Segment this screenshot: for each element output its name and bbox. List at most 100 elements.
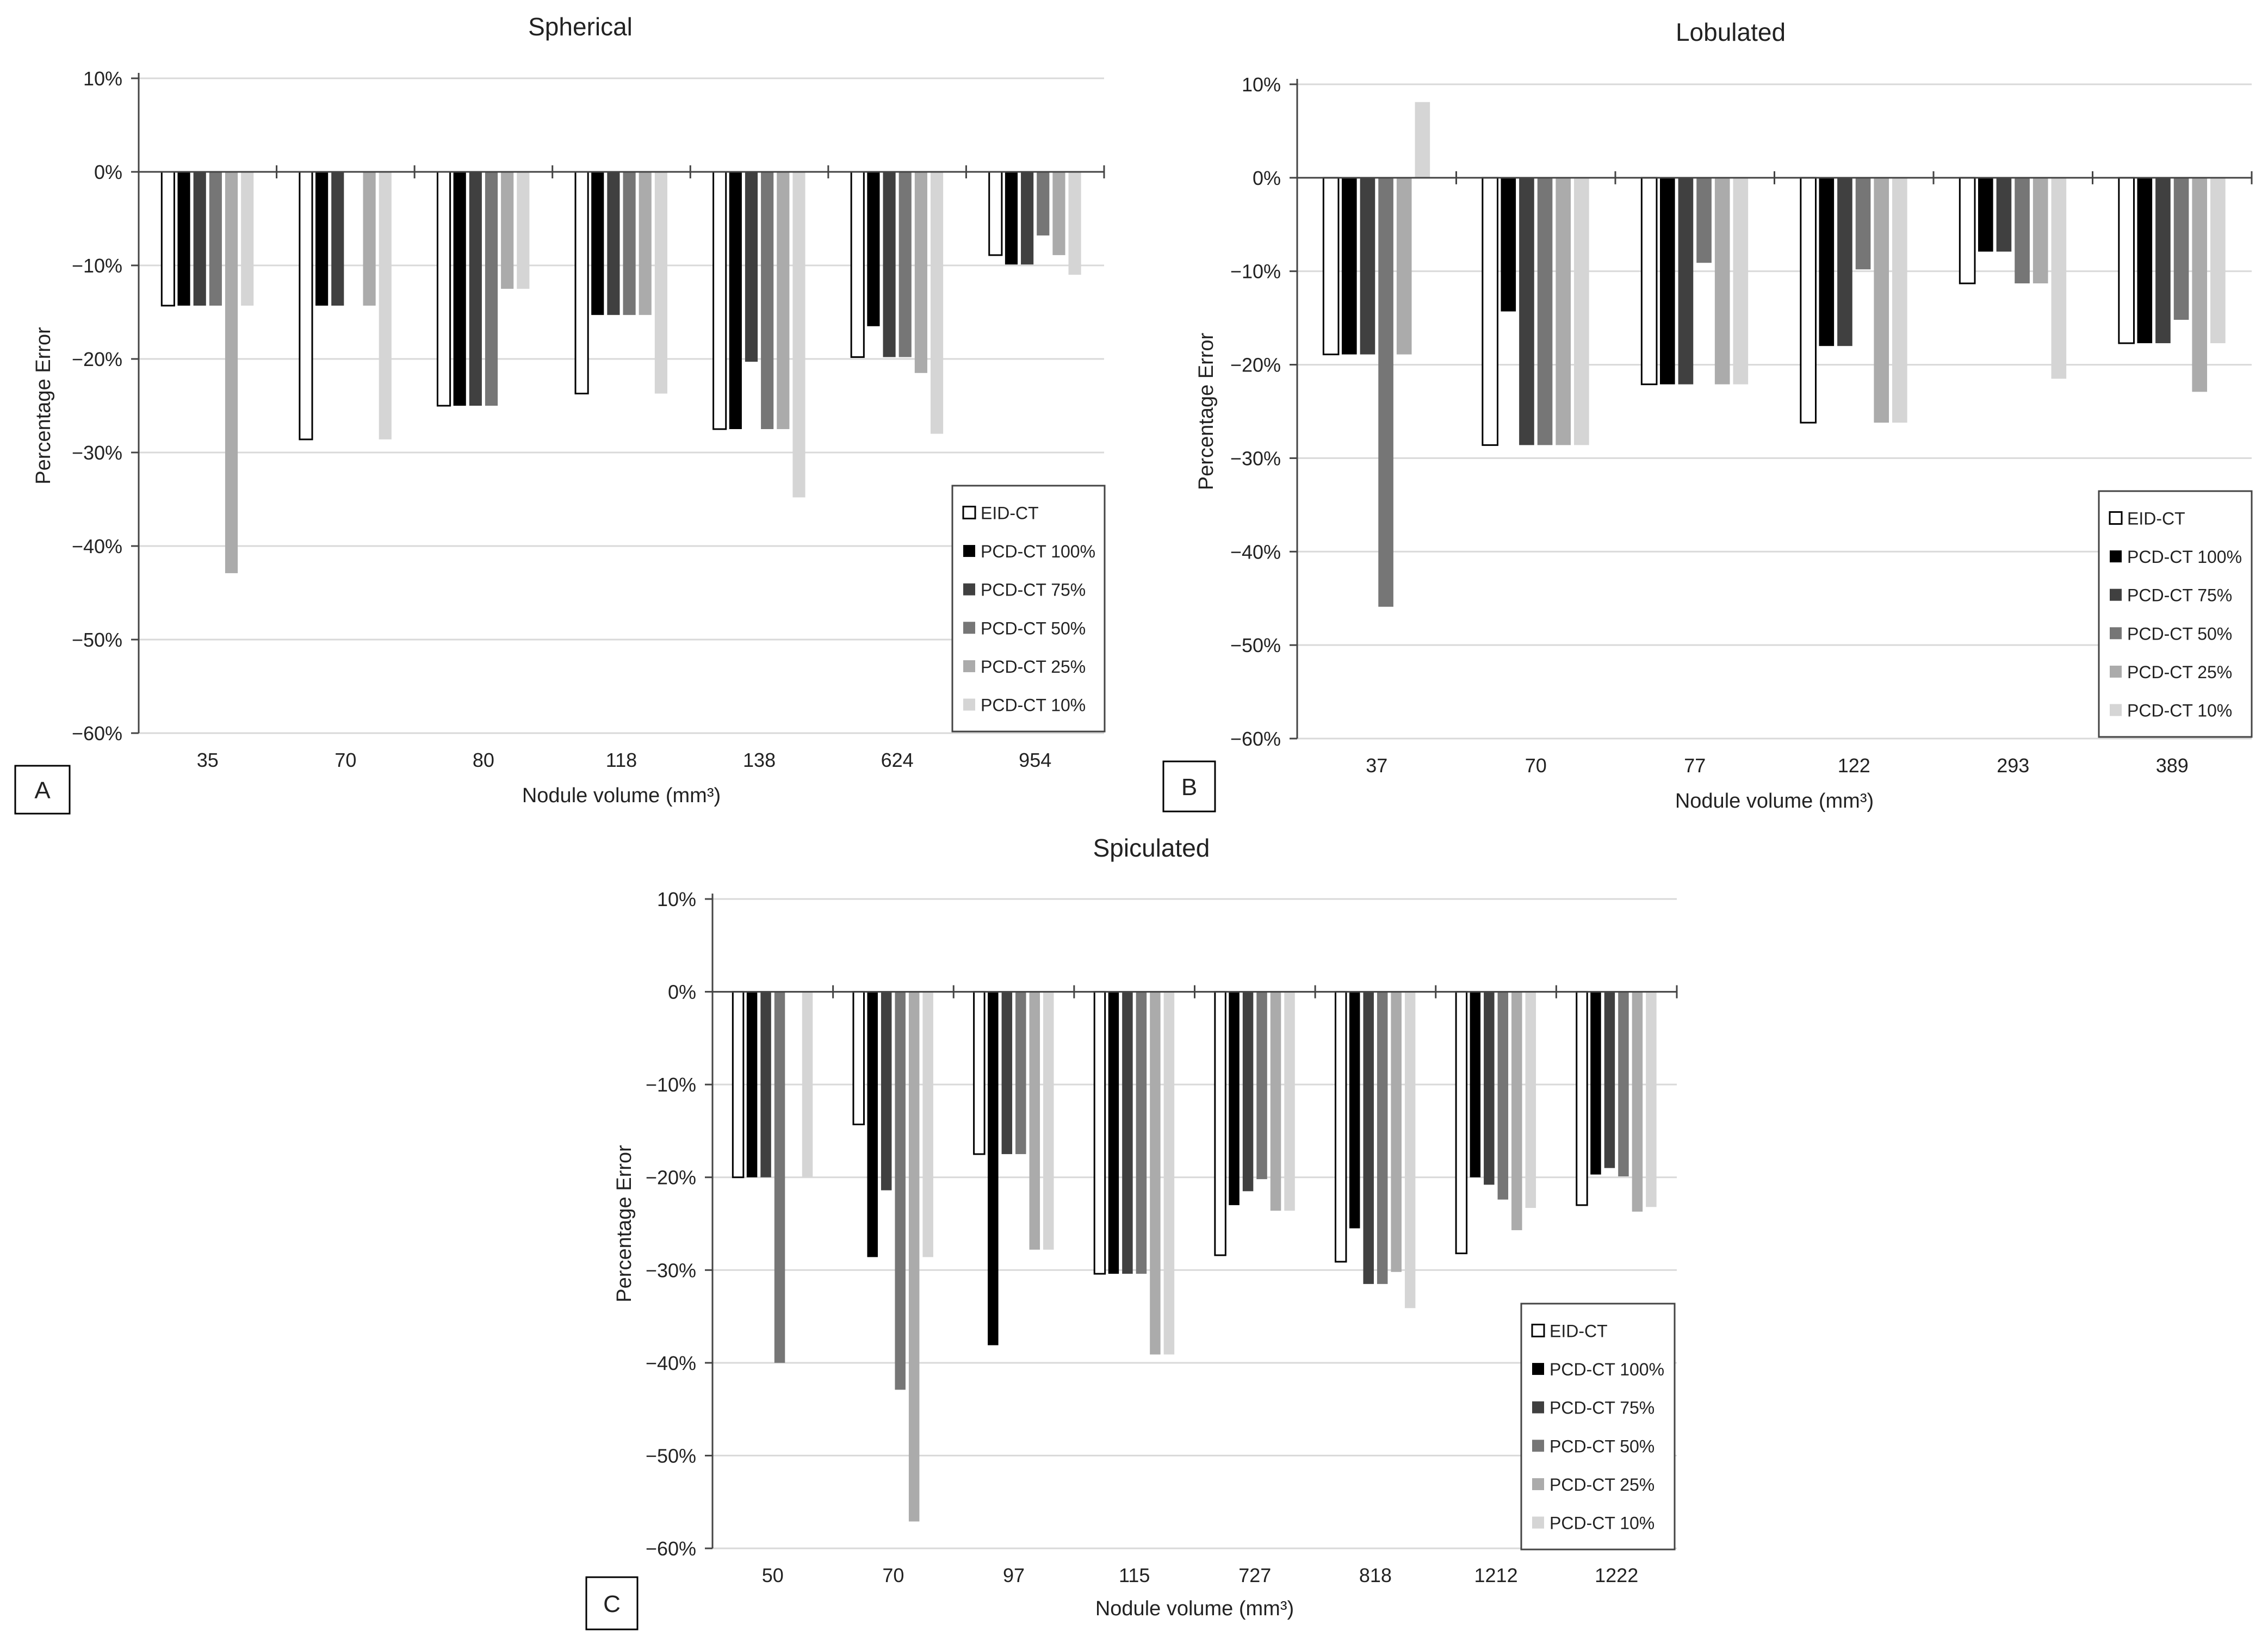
x-tick-label: 293 (1997, 754, 2029, 777)
bar (1497, 991, 1509, 1200)
bar (1037, 172, 1050, 235)
bar (1229, 991, 1240, 1205)
bar (1996, 177, 2012, 252)
bar (1455, 991, 1468, 1255)
bar (777, 172, 790, 429)
bar (1363, 991, 1374, 1284)
bar (1511, 991, 1522, 1230)
legend-label: PCD-CT 100% (1550, 1360, 1664, 1379)
bar (792, 172, 805, 498)
x-tick-label: 37 (1366, 754, 1387, 777)
bar (1360, 177, 1375, 355)
chart-title: Spiculated (1093, 834, 1210, 862)
bar (1093, 991, 1106, 1275)
legend: EID-CT PCD-CT 100% PCD-CT 75% PCD-CT 50% PCD… (2098, 490, 2253, 738)
bar (2137, 177, 2153, 344)
bar (1242, 991, 1254, 1192)
bar (1378, 177, 1393, 607)
y-tick-label: −30% (1230, 447, 1281, 469)
y-tick-label: 10% (1242, 73, 1281, 96)
y-tick-label: −20% (646, 1167, 696, 1189)
legend-label: PCD-CT 25% (1550, 1475, 1654, 1495)
bar (1640, 177, 1658, 386)
legend-label: PCD-CT 75% (981, 580, 1086, 600)
bar (363, 172, 376, 306)
legend-label: PCD-CT 10% (2127, 701, 2232, 721)
bar (1005, 172, 1018, 265)
bar (331, 172, 344, 306)
bar (1519, 177, 1534, 445)
bar (1576, 991, 1588, 1206)
y-tick-label: −50% (72, 629, 122, 651)
bar (881, 991, 892, 1191)
legend-label: PCD-CT 75% (1550, 1398, 1654, 1418)
y-tick-label: −10% (646, 1074, 696, 1096)
panel-label-box (14, 765, 71, 815)
bar (436, 171, 451, 407)
bar (225, 172, 238, 573)
legend-swatch (1531, 1323, 1545, 1337)
x-tick-label: 727 (1238, 1564, 1271, 1586)
bar (2032, 177, 2048, 284)
legend-box (951, 485, 1106, 733)
bar (2173, 177, 2189, 320)
legend-label: PCD-CT 25% (981, 657, 1086, 677)
y-tick-label: −20% (72, 348, 122, 370)
legend-swatch (963, 698, 975, 711)
legend-label: PCD-CT 50% (981, 618, 1086, 638)
x-axis-label: Nodule volume (mm³) (1095, 1597, 1294, 1620)
bar (1618, 991, 1629, 1177)
bar (732, 991, 745, 1179)
bar (802, 991, 813, 1177)
x-tick-label: 70 (1525, 754, 1547, 777)
chart-panel-a: 10% 0% −10% −20% −30% −40% −50% −60% 35 70 80 118 13… (14, 13, 1106, 815)
bar (623, 172, 636, 315)
x-tick-label: 1212 (1474, 1564, 1518, 1586)
bar (1501, 177, 1516, 312)
legend-swatch (2110, 665, 2122, 678)
bar (1029, 991, 1040, 1250)
bar (1150, 991, 1161, 1355)
legend-label: PCD-CT 10% (1550, 1514, 1654, 1533)
bar (2051, 177, 2067, 379)
y-tick-label: 10% (657, 888, 696, 910)
legend-swatch (2110, 627, 2122, 640)
bar (501, 172, 514, 289)
bar (988, 991, 999, 1346)
x-tick-label: 70 (882, 1564, 904, 1586)
legend-box (1520, 1303, 1676, 1551)
bar (2155, 177, 2171, 344)
bar (1482, 177, 1498, 446)
bar (930, 172, 944, 434)
legend-swatch (2110, 588, 2122, 601)
bar (1659, 177, 1675, 385)
bar (1214, 991, 1226, 1256)
legend-label: EID-CT (1550, 1321, 1608, 1341)
x-tick-label: 97 (1003, 1564, 1025, 1586)
legend: EID-CT PCD-CT 100% PCD-CT 75% PCD-CT 50% PCD… (1520, 1303, 1676, 1551)
bar (1341, 177, 1357, 355)
bar (1415, 102, 1430, 178)
legend-swatch (963, 660, 975, 672)
bar (2118, 177, 2135, 344)
bar (1163, 991, 1175, 1355)
legend-label: PCD-CT 50% (1550, 1436, 1654, 1456)
bar (1136, 991, 1147, 1274)
legend-label: PCD-CT 75% (2127, 586, 2232, 605)
legend-swatch (963, 545, 975, 557)
bar (883, 172, 896, 357)
x-axis-label: Nodule volume (mm³) (522, 784, 721, 807)
bar (1525, 991, 1536, 1208)
bar (1284, 991, 1295, 1211)
bar (1404, 991, 1416, 1309)
bar (1470, 991, 1481, 1177)
x-tick-label: 818 (1359, 1564, 1392, 1586)
bar (760, 991, 771, 1177)
y-tick-label: −40% (72, 535, 122, 557)
y-tick-label: −60% (646, 1537, 696, 1560)
bar (1874, 177, 1889, 423)
chart-title: Lobulated (1676, 18, 1786, 46)
legend-label: EID-CT (2127, 509, 2185, 528)
bar (1001, 991, 1013, 1155)
